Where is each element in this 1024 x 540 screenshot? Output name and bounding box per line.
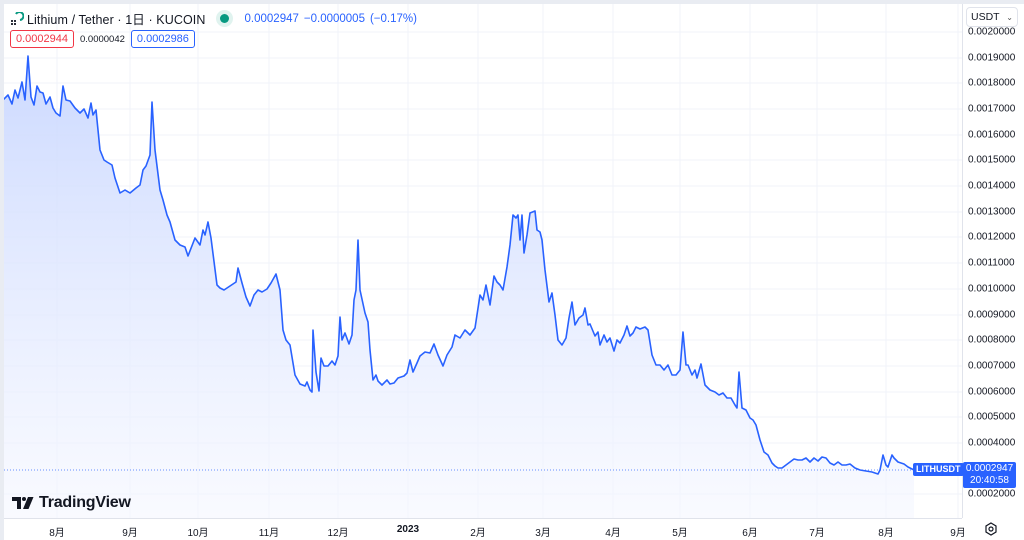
price-tick-label: 0.0017000 [968, 103, 1016, 115]
buy-ask-button[interactable]: 0.0002986 [130, 30, 195, 48]
time-tick-label: 8月 [878, 528, 894, 539]
price-tick-label: 0.0019000 [968, 52, 1016, 64]
chart-settings-gear-icon[interactable] [984, 522, 998, 536]
market-open-status-icon [219, 14, 229, 23]
price-tick-label: 0.0013000 [968, 206, 1016, 218]
price-tick-label: 0.0007000 [968, 360, 1016, 372]
price-tick-label: 0.0020000 [968, 26, 1016, 38]
symbol-tag: LITHUSDT [913, 463, 964, 476]
price-area-chart[interactable] [4, 4, 962, 518]
time-tick-label: 4月 [605, 528, 621, 539]
price-change: −0.0000005 [303, 12, 365, 25]
time-tick-label: 10月 [187, 528, 209, 539]
symbol-title[interactable]: Lithium / Tether · 1日 · KUCOIN [27, 13, 206, 27]
price-tick-label: 0.0006000 [968, 386, 1016, 398]
tradingview-watermark[interactable]: TradingView [12, 494, 131, 512]
time-tick-label: 3月 [535, 528, 551, 539]
time-tick-label: 9月 [950, 528, 966, 539]
time-tick-label: 2月 [470, 528, 486, 539]
price-quote: 0.0002947 −0.0000005 (−0.17%) [245, 13, 422, 25]
time-tick-label: 5月 [672, 528, 688, 539]
bar-countdown: 20:40:58 [970, 475, 1009, 486]
price-tick-label: 0.0016000 [968, 129, 1016, 141]
spread-value: 0.0000042 [80, 33, 125, 45]
tradingview-wordmark: TradingView [39, 494, 131, 511]
price-area-fill [4, 56, 914, 518]
lithium-coin-logo-icon [11, 11, 24, 25]
time-tick-label: 8月 [49, 528, 65, 539]
price-line [4, 55, 915, 475]
time-tick-label: 2023 [396, 524, 420, 535]
time-tick-label: 6月 [742, 528, 758, 539]
price-tick-label: 0.0018000 [968, 77, 1016, 89]
last-price-marker: 0.0002947 20:40:58 [963, 462, 1016, 488]
price-change-percent: (−0.17%) [369, 12, 417, 25]
price-tick-label: 0.0010000 [968, 283, 1016, 295]
sell-bid-button[interactable]: 0.0002944 [10, 30, 74, 48]
price-tick-label: 0.0011000 [968, 257, 1015, 269]
price-tick-label: 0.0004000 [968, 437, 1016, 449]
price-tick-label: 0.0014000 [968, 180, 1016, 192]
chart-plot-area[interactable] [4, 4, 962, 518]
price-tick-label: 0.0008000 [968, 334, 1016, 346]
chevron-down-icon: ⌄ [1006, 12, 1013, 22]
last-price-axis-label: 0.0002947 [965, 463, 1014, 474]
price-tick-label: 0.0012000 [968, 231, 1016, 243]
price-axis[interactable] [962, 4, 1024, 518]
currency-select[interactable]: USDT ⌄ [966, 7, 1018, 27]
bid-ask-row: 0.0002944 0.0000042 0.0002986 [10, 30, 195, 48]
time-tick-label: 12月 [327, 528, 349, 539]
price-tick-label: 0.0002000 [968, 488, 1016, 500]
symbol-legend[interactable]: Lithium / Tether · 1日 · KUCOIN 0.0002947… [10, 9, 422, 28]
tradingview-logo-icon [12, 497, 34, 509]
price-tick-label: 0.0005000 [968, 411, 1016, 423]
time-axis[interactable] [4, 518, 962, 540]
price-tick-label: 0.0015000 [968, 154, 1016, 166]
price-tick-label: 0.0009000 [968, 309, 1016, 321]
currency-label: USDT [971, 11, 1000, 23]
time-tick-label: 9月 [122, 528, 138, 539]
time-tick-label: 11月 [258, 528, 280, 539]
time-tick-label: 7月 [809, 528, 825, 539]
last-price: 0.0002947 [244, 12, 299, 25]
